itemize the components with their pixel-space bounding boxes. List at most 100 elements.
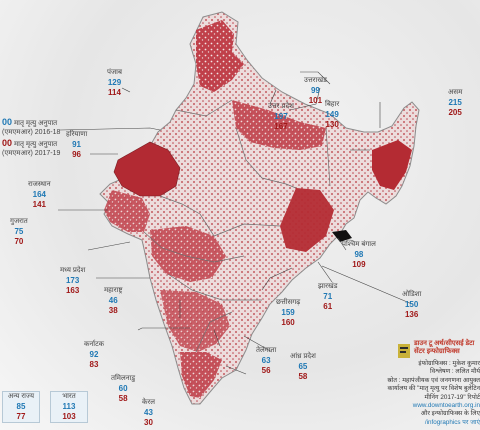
state-label-bihar: बिहार 149 130 bbox=[325, 100, 339, 130]
brand-line-1: डाउन टू अर्थ/सीएसई डेटा bbox=[414, 340, 475, 347]
credit-more-2[interactable]: /infographics पर जाएं bbox=[424, 418, 480, 426]
credit-analysis: विश्लेषण : ललित मौर्य bbox=[430, 368, 480, 376]
mmr-2016-18-telangana: 63 bbox=[261, 356, 271, 365]
mmr-2017-19-andhra-pradesh: 58 bbox=[298, 372, 308, 381]
mmr-2017-19-west-bengal: 109 bbox=[352, 260, 366, 269]
mmr-2016-18-gujarat: 75 bbox=[14, 227, 24, 236]
total-other-states: अन्य राज्य 85 77 bbox=[2, 391, 40, 423]
state-label-rajasthan: राजस्थान 164 141 bbox=[28, 180, 51, 210]
state-label-kerala: केरल 43 30 bbox=[142, 398, 155, 428]
state-label-jharkhand: झारखंड 71 61 bbox=[318, 282, 337, 312]
total-india-2017-19: 103 bbox=[62, 412, 76, 421]
credit-more-1: और इन्फोग्राफिक्स के लिए bbox=[420, 410, 480, 418]
state-name-uttarakhand: उत्तराखंड bbox=[304, 77, 327, 84]
state-name-punjab: पंजाब bbox=[107, 69, 122, 76]
legend: 00 मातृ मृत्यु अनुपात (एमएमआर) 2016-18 0… bbox=[2, 118, 80, 158]
mmr-2017-19-odisha: 136 bbox=[404, 310, 419, 319]
mmr-2017-19-haryana: 96 bbox=[72, 150, 82, 159]
state-label-madhya-pradesh: मध्य प्रदेश 173 163 bbox=[60, 266, 85, 296]
mmr-2017-19-kerala: 30 bbox=[144, 418, 153, 427]
gangetic-region bbox=[232, 100, 326, 150]
credit-block: इंफोग्राफिक्स : मुकेश कुमार विश्लेषण : ल… bbox=[348, 360, 480, 427]
total-india-name: भारत bbox=[62, 393, 76, 400]
north-region bbox=[196, 20, 244, 92]
total-india-2016-18: 113 bbox=[62, 402, 76, 411]
mmr-2016-18-assam: 215 bbox=[448, 98, 462, 107]
mmr-2017-19-assam: 205 bbox=[448, 108, 462, 117]
state-name-jharkhand: झारखंड bbox=[318, 283, 338, 290]
state-name-bihar: बिहार bbox=[325, 101, 340, 108]
legend-swatch-2017-19: 00 bbox=[2, 138, 13, 148]
mmr-2016-18-jharkhand: 71 bbox=[323, 292, 333, 301]
state-name-uttar-pradesh: उत्तर प्रदेश bbox=[268, 103, 294, 110]
mmr-2017-19-jharkhand: 61 bbox=[323, 302, 333, 311]
state-name-west-bengal: पश्चिम बंगाल bbox=[342, 241, 376, 248]
state-name-telangana: तेलंगाना bbox=[256, 347, 277, 354]
mmr-2017-19-maharashtra: 38 bbox=[108, 306, 118, 315]
credit-url[interactable]: www.downtoearth.org.in bbox=[412, 402, 480, 410]
northeast-region bbox=[372, 140, 412, 190]
credit-source-2: कार्यालय की "मातृ मृत्यु पर विशेष बुलेटि… bbox=[387, 385, 480, 393]
mmr-2017-19-chhattisgarh: 160 bbox=[281, 318, 295, 327]
dte-logo bbox=[398, 344, 410, 358]
state-label-haryana: हरियाणा 91 96 bbox=[66, 130, 87, 160]
mmr-2016-18-bihar: 149 bbox=[325, 110, 339, 119]
mmr-2017-19-gujarat: 70 bbox=[14, 237, 24, 246]
central-region bbox=[150, 226, 226, 282]
mmr-2017-19-telangana: 56 bbox=[261, 366, 271, 375]
legend-row-2017-19: 00 मातृ मृत्यु अनुपात (एमएमआर) 2017-19 bbox=[2, 139, 80, 158]
mmr-2016-18-rajasthan: 164 bbox=[32, 190, 46, 199]
leader-lines bbox=[58, 71, 413, 375]
east-region bbox=[280, 188, 334, 252]
mmr-2017-19-bihar: 130 bbox=[325, 120, 339, 129]
state-label-maharashtra: महाराष्ट्र 46 38 bbox=[104, 286, 122, 316]
state-label-uttar-pradesh: उत्तर प्रदेश 197 167 bbox=[268, 102, 294, 132]
mmr-2016-18-haryana: 91 bbox=[72, 140, 82, 149]
state-name-madhya-pradesh: मध्य प्रदेश bbox=[60, 267, 86, 274]
legend-swatch-2016-18: 00 bbox=[2, 117, 13, 127]
legend-label-2017-19: मातृ मृत्यु अनुपात (एमएमआर) 2017-19 bbox=[2, 141, 61, 157]
mmr-2017-19-uttarakhand: 101 bbox=[308, 96, 323, 105]
state-label-telangana: तेलंगाना 63 56 bbox=[256, 346, 276, 376]
state-name-odisha: ओडिशा bbox=[402, 291, 422, 298]
state-name-gujarat: गुजरात bbox=[10, 218, 28, 225]
mmr-2017-19-uttar-pradesh: 167 bbox=[274, 122, 288, 131]
mmr-2016-18-chhattisgarh: 159 bbox=[281, 308, 295, 317]
total-other-states-2016-18: 85 bbox=[16, 402, 26, 411]
state-name-karnataka: कर्नाटक bbox=[84, 341, 104, 348]
mmr-2016-18-uttarakhand: 99 bbox=[310, 86, 320, 95]
total-other-states-2017-19: 77 bbox=[16, 412, 26, 421]
mmr-2016-18-odisha: 150 bbox=[404, 300, 419, 309]
state-borders bbox=[143, 99, 370, 353]
mmr-2016-18-andhra-pradesh: 65 bbox=[298, 362, 308, 371]
state-label-tamil-nadu: तमिलनाडु 60 58 bbox=[111, 374, 135, 404]
mmr-2016-18-west-bengal: 98 bbox=[354, 250, 364, 259]
west-region bbox=[104, 190, 150, 232]
state-label-odisha: ओडिशा 150 136 bbox=[402, 290, 421, 320]
mmr-2016-18-karnataka: 92 bbox=[89, 350, 99, 359]
state-name-assam: असम bbox=[448, 89, 463, 96]
credit-source-3: मीनिंग 2017-19" रिपोर्ट bbox=[424, 393, 480, 401]
mmr-2017-19-tamil-nadu: 58 bbox=[118, 394, 128, 403]
mmr-2017-19-punjab: 114 bbox=[108, 88, 121, 97]
rajasthan-region bbox=[113, 141, 181, 197]
state-label-chhattisgarh: छत्तीसगढ़ 159 160 bbox=[276, 298, 300, 328]
mmr-2017-19-madhya-pradesh: 163 bbox=[65, 286, 80, 295]
mmr-2016-18-kerala: 43 bbox=[144, 408, 153, 417]
state-label-karnataka: कर्नाटक 92 83 bbox=[84, 340, 104, 370]
mmr-2017-19-karnataka: 83 bbox=[89, 360, 99, 369]
mmr-2016-18-maharashtra: 46 bbox=[108, 296, 118, 305]
brand-line-2: सेंटर इन्फोग्राफिक्स bbox=[414, 348, 460, 356]
legend-row-2016-18: 00 मातृ मृत्यु अनुपात (एमएमआर) 2016-18 bbox=[2, 118, 80, 137]
legend-label-2016-18: मातृ मृत्यु अनुपात (एमएमआर) 2016-18 bbox=[2, 120, 61, 136]
state-label-uttarakhand: उत्तराखंड 99 101 bbox=[304, 76, 327, 106]
mmr-2017-19-rajasthan: 141 bbox=[32, 200, 46, 209]
brand-block: डाउन टू अर्थ/सीएसई डेटा सेंटर इन्फोग्राफ… bbox=[414, 340, 480, 357]
deccan-region bbox=[160, 290, 230, 352]
mmr-2016-18-tamil-nadu: 60 bbox=[118, 384, 128, 393]
state-name-kerala: केरल bbox=[142, 399, 155, 406]
state-label-assam: असम 215 205 bbox=[448, 88, 462, 118]
kolkata-marker bbox=[332, 230, 352, 242]
state-label-gujarat: गुजरात 75 70 bbox=[10, 217, 28, 247]
